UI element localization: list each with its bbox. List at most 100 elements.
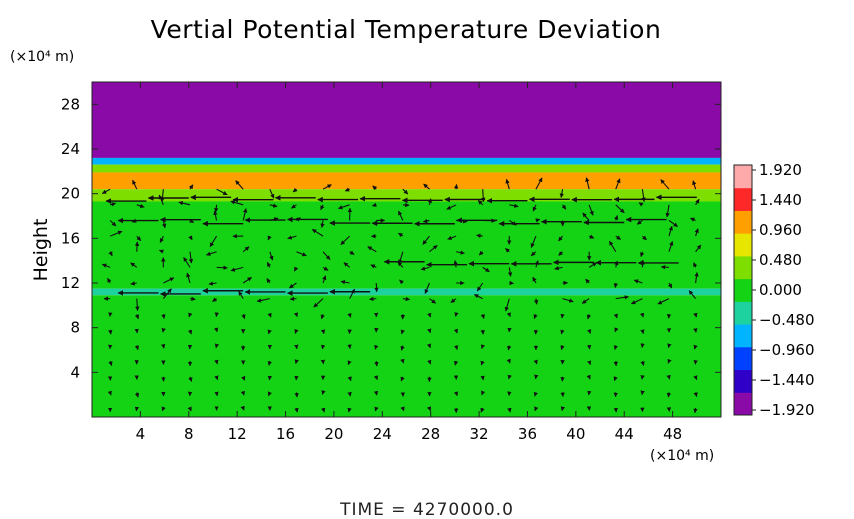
vector-339 [693,262,698,268]
vector-126 [320,314,325,320]
vector-261 [560,313,565,319]
vector-172 [402,296,411,302]
colorbar-segment-8 [734,210,752,234]
vector-191 [422,235,430,245]
vector-276 [586,314,592,320]
vector-176 [398,232,404,238]
vector-47 [188,376,193,382]
vector-118 [291,204,297,209]
vector-296 [615,235,621,240]
vector-250 [530,251,537,257]
vector-297 [614,215,619,221]
vector-282 [582,212,590,221]
vector-133 [320,204,325,211]
x-tick-label-16: 16 [276,425,295,443]
vector-120 [320,407,326,413]
vector-67 [212,297,218,302]
vector-266 [558,235,563,242]
colorbar-segment-0 [734,392,752,416]
vector-290 [614,327,619,333]
vector-16 [134,392,140,398]
vector-262 [562,298,574,303]
y-tick-label-20: 20 [61,185,80,203]
vector-143 [340,280,350,285]
vector-81 [241,314,246,320]
vector-214 [480,344,486,350]
chart-title: Vertial Potential Temperature Deviation [151,15,662,44]
vector-28 [136,203,145,209]
vector-23 [130,281,137,286]
plot-area [91,81,722,418]
vector-65 [213,327,219,333]
vector-313 [638,202,644,207]
y-tick-label-8: 8 [70,319,80,337]
vector-319 [667,343,672,349]
vector-25 [134,241,140,252]
vector-149 [344,187,350,192]
vector-189 [420,266,430,271]
vector-165 [400,406,405,412]
vector-108 [294,359,299,365]
colorbar-label-4: 0.000 [759,281,802,299]
vector-254 [535,177,543,190]
vector-187 [429,298,437,304]
vector-218 [476,282,484,292]
x-tick-label-44: 44 [615,425,634,443]
vector-73 [214,204,219,213]
vector-100 [269,251,274,261]
vector-206 [447,235,457,240]
vector-306 [639,312,645,318]
vector-277 [581,298,590,304]
vector-231 [506,312,511,318]
y-axis-label: Height [30,219,52,282]
vector-11 [109,230,123,237]
vector-247 [533,298,539,305]
vector-192 [422,218,430,224]
vector-220 [478,250,484,256]
vector-58 [178,200,191,206]
vector-153 [374,361,379,367]
vector-255 [560,406,565,412]
vector-307 [631,298,643,305]
x-axis-unit: (×10⁴ m) [650,448,714,464]
vector-260 [560,329,565,335]
vector-74 [216,188,228,196]
vector-308 [633,279,643,284]
vector-151 [373,390,379,396]
vector-125 [320,329,326,335]
colorbar-segment-3 [734,324,752,348]
vector-198 [453,360,459,366]
colorbar-segment-7 [734,233,752,257]
vector-184 [426,343,432,349]
vector-44 [160,189,165,203]
vector-106 [294,392,299,398]
x-tick-label-4: 4 [136,425,146,443]
vector-69 [216,265,228,270]
vector-12 [109,220,117,227]
vector-64 [214,343,220,349]
y-axis: 4 8 12 16 20 24 28 [61,95,721,381]
y-tick-label-24: 24 [61,140,80,158]
vector-132 [320,220,325,228]
vector-22 [135,298,140,311]
vector-343 [695,198,700,206]
vector-83 [242,276,252,284]
vector-63 [214,359,219,365]
colorbar-label-1: 1.440 [759,191,802,209]
heatmap-layer-4 [92,189,721,202]
vector-101 [267,235,272,241]
vector-130 [322,251,331,260]
y-tick-label-12: 12 [61,274,80,292]
vector-196 [453,391,459,397]
vector-199 [454,345,459,351]
vector-238 [509,203,519,208]
vector-87 [242,208,248,221]
vector-265 [558,251,564,256]
vector-340 [695,244,702,253]
colorbar-label-5: −0.480 [759,311,815,329]
vector-57 [189,218,195,224]
vector-45 [187,406,192,412]
vector-180 [427,406,432,412]
vector-62 [214,375,219,381]
vector-55 [188,251,194,264]
